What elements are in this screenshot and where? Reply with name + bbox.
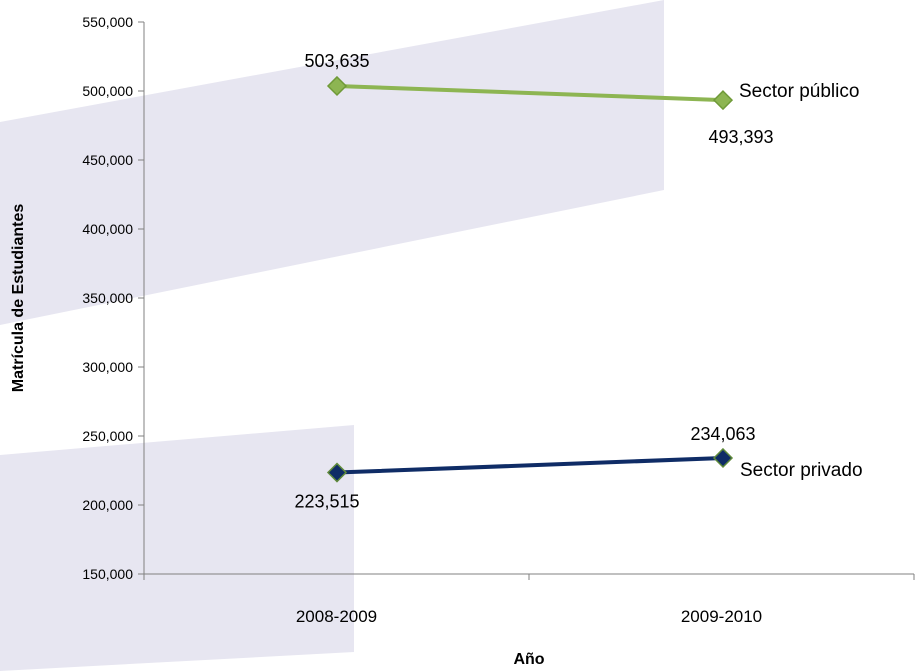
data-point-marker bbox=[712, 90, 734, 111]
data-point-marker bbox=[326, 462, 348, 483]
y-tick-label: 550,000 bbox=[82, 14, 133, 30]
data-label: 493,393 bbox=[708, 127, 773, 147]
background-bands bbox=[0, 0, 664, 671]
data-label: 223,515 bbox=[294, 492, 359, 512]
series-layer: 503,635 493,393 Sector público 223,515 234,0… bbox=[294, 51, 862, 512]
y-tick-label: 350,000 bbox=[82, 290, 133, 306]
series-sector-publico: 503,635 493,393 Sector público bbox=[304, 51, 859, 147]
x-tick-label: 2008-2009 bbox=[296, 607, 377, 626]
series-line bbox=[335, 455, 725, 475]
data-point-marker bbox=[326, 75, 348, 97]
background-band-upper bbox=[0, 0, 664, 325]
y-tick-label: 450,000 bbox=[82, 152, 133, 168]
y-tick-label: 250,000 bbox=[82, 428, 133, 444]
series-sector-privado: 223,515 234,063 Sector privado bbox=[294, 424, 862, 512]
y-tick-label: 400,000 bbox=[82, 221, 133, 237]
y-tick-label: 200,000 bbox=[82, 497, 133, 513]
x-tick-label: 2009-2010 bbox=[681, 607, 762, 626]
y-axis-title: Matrícula de Estudiantes bbox=[10, 204, 27, 393]
y-tick-label: 300,000 bbox=[82, 359, 133, 375]
x-axis-ticks: 2008-2009 2009-2010 bbox=[143, 574, 915, 626]
background-band-lower bbox=[0, 425, 354, 671]
data-point-marker bbox=[712, 447, 734, 469]
x-axis-title: Año bbox=[513, 651, 544, 668]
data-label: 234,063 bbox=[690, 424, 755, 444]
series-line bbox=[335, 83, 725, 103]
data-label: 503,635 bbox=[304, 51, 369, 71]
series-name-label: Sector privado bbox=[740, 460, 863, 481]
y-tick-label: 150,000 bbox=[82, 566, 133, 582]
y-axis-ticks: 150,000 200,000 250,000 300,000 350,000 400,0… bbox=[82, 14, 144, 582]
y-tick-label: 500,000 bbox=[82, 83, 133, 99]
series-name-label: Sector público bbox=[739, 81, 859, 102]
